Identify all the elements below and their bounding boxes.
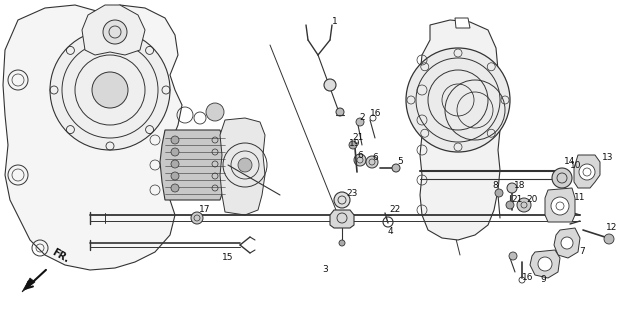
Polygon shape: [554, 228, 580, 258]
Polygon shape: [82, 5, 145, 55]
Polygon shape: [420, 20, 500, 240]
Text: 12: 12: [606, 224, 618, 232]
Polygon shape: [574, 155, 600, 188]
Circle shape: [406, 48, 510, 152]
Circle shape: [336, 108, 344, 116]
Text: 17: 17: [199, 205, 211, 215]
Text: 2: 2: [359, 113, 365, 123]
Circle shape: [339, 240, 345, 246]
Text: 23: 23: [346, 188, 358, 198]
Text: 3: 3: [322, 266, 328, 274]
Circle shape: [206, 103, 224, 121]
Circle shape: [506, 201, 514, 209]
Circle shape: [103, 20, 127, 44]
Polygon shape: [160, 130, 228, 200]
Circle shape: [171, 172, 179, 180]
Text: 20: 20: [526, 196, 538, 204]
Text: 8: 8: [492, 180, 498, 190]
Text: 7: 7: [579, 248, 585, 256]
Circle shape: [324, 79, 336, 91]
Polygon shape: [3, 5, 182, 270]
Circle shape: [561, 237, 573, 249]
Text: 21: 21: [352, 134, 364, 142]
Circle shape: [171, 136, 179, 144]
Circle shape: [171, 160, 179, 168]
Text: 9: 9: [540, 276, 546, 284]
Text: 6: 6: [357, 151, 363, 159]
Circle shape: [191, 212, 203, 224]
Circle shape: [238, 158, 252, 172]
Text: 4: 4: [387, 227, 393, 237]
Text: 22: 22: [389, 205, 401, 215]
Circle shape: [551, 197, 569, 215]
Circle shape: [92, 72, 128, 108]
Polygon shape: [455, 18, 470, 28]
Circle shape: [354, 154, 366, 166]
Polygon shape: [220, 118, 265, 215]
Circle shape: [509, 252, 517, 260]
Text: 5: 5: [397, 158, 403, 167]
Text: 16: 16: [371, 110, 381, 118]
Circle shape: [495, 189, 503, 197]
Text: FR.: FR.: [50, 247, 70, 265]
Polygon shape: [330, 210, 354, 228]
Circle shape: [356, 118, 364, 126]
Circle shape: [349, 141, 357, 149]
Text: 15: 15: [222, 254, 234, 262]
Polygon shape: [545, 188, 575, 222]
Text: 18: 18: [515, 180, 525, 190]
Circle shape: [538, 257, 552, 271]
Text: 10: 10: [570, 161, 582, 169]
Text: 19: 19: [349, 139, 361, 147]
Circle shape: [517, 198, 531, 212]
Text: 13: 13: [602, 153, 614, 163]
Text: 16: 16: [522, 273, 534, 283]
Polygon shape: [530, 250, 560, 278]
Circle shape: [552, 168, 572, 188]
Text: 21: 21: [511, 196, 523, 204]
Circle shape: [392, 164, 400, 172]
Circle shape: [334, 192, 350, 208]
Circle shape: [579, 164, 595, 180]
Circle shape: [171, 148, 179, 156]
Text: 1: 1: [332, 18, 338, 26]
Polygon shape: [22, 278, 35, 292]
Text: 11: 11: [574, 193, 586, 203]
Text: 6: 6: [372, 152, 378, 162]
Circle shape: [50, 30, 170, 150]
Circle shape: [171, 184, 179, 192]
Circle shape: [604, 234, 614, 244]
Circle shape: [366, 156, 378, 168]
Text: 14: 14: [564, 158, 576, 167]
Circle shape: [507, 183, 517, 193]
